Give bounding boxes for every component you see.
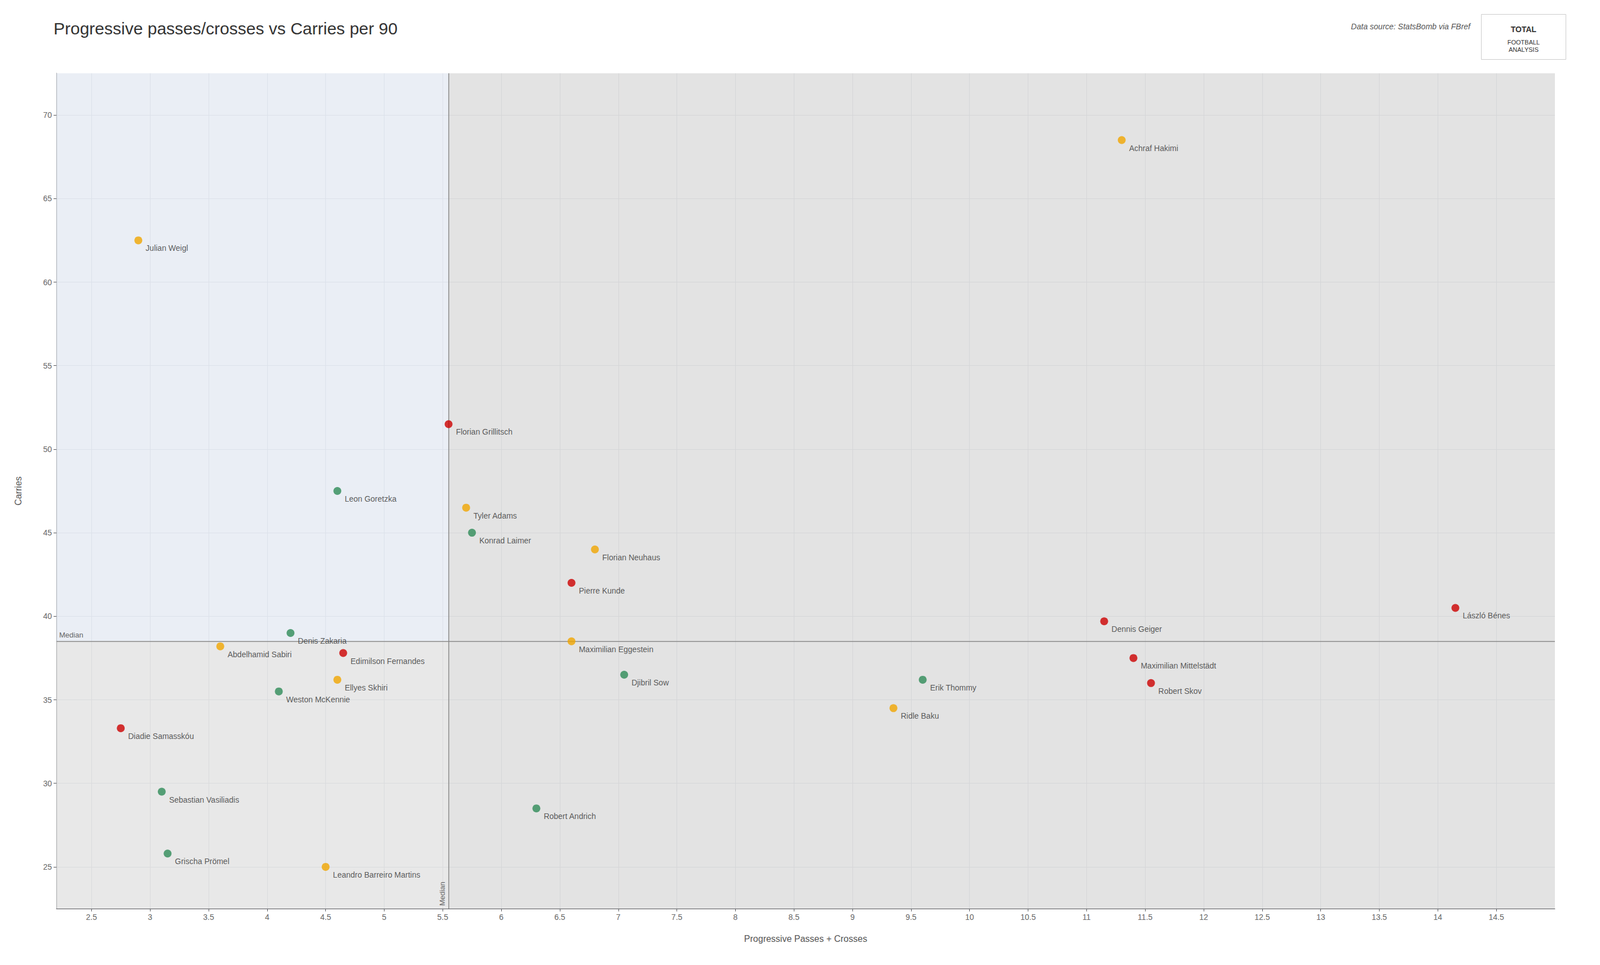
svg-text:Florian Grillitsch: Florian Grillitsch (456, 427, 513, 437)
svg-text:10.5: 10.5 (1020, 912, 1036, 922)
svg-text:70: 70 (42, 110, 52, 120)
svg-text:14.5: 14.5 (1488, 912, 1505, 922)
svg-text:Diadie Samasskóu: Diadie Samasskóu (127, 731, 194, 741)
svg-text:ANALYSIS: ANALYSIS (1508, 46, 1539, 53)
svg-text:Tyler Adams: Tyler Adams (473, 511, 517, 521)
svg-text:Sebastian Vasiliadis: Sebastian Vasiliadis (169, 795, 240, 805)
svg-text:8.5: 8.5 (788, 912, 800, 922)
svg-text:8: 8 (733, 912, 738, 922)
svg-text:10: 10 (965, 912, 975, 922)
svg-text:Maximilian Eggestein: Maximilian Eggestein (578, 644, 654, 654)
svg-text:TOTAL: TOTAL (1510, 24, 1537, 34)
svg-text:Ridle Baku: Ridle Baku (900, 711, 940, 721)
svg-text:2.5: 2.5 (86, 912, 98, 922)
svg-text:9.5: 9.5 (905, 912, 917, 922)
svg-text:60: 60 (42, 277, 52, 287)
svg-text:45: 45 (42, 528, 52, 538)
svg-text:11.5: 11.5 (1137, 912, 1153, 922)
svg-text:Dennis Geiger: Dennis Geiger (1111, 624, 1163, 634)
svg-text:25: 25 (42, 862, 52, 872)
svg-text:Djibril Sow: Djibril Sow (631, 678, 670, 688)
svg-text:Leandro Barreiro Martins: Leandro Barreiro Martins (333, 870, 421, 880)
svg-text:4: 4 (264, 912, 270, 922)
svg-text:30: 30 (42, 779, 52, 789)
svg-text:35: 35 (42, 695, 52, 705)
svg-text:13.5: 13.5 (1371, 912, 1387, 922)
svg-text:9: 9 (850, 912, 855, 922)
svg-text:7: 7 (616, 912, 621, 922)
svg-text:Weston McKennie: Weston McKennie (286, 695, 351, 705)
svg-text:Florian Neuhaus: Florian Neuhaus (602, 553, 661, 563)
svg-text:Leon Goretzka: Leon Goretzka (344, 494, 397, 504)
svg-text:László Bénes: László Bénes (1462, 611, 1510, 621)
svg-text:40: 40 (42, 611, 52, 621)
svg-text:Ellyes Skhiri: Ellyes Skhiri (344, 683, 388, 693)
svg-text:65: 65 (42, 193, 52, 203)
svg-text:12.5: 12.5 (1254, 912, 1270, 922)
svg-text:4.5: 4.5 (320, 912, 332, 922)
svg-text:Maximilian Mittelstädt: Maximilian Mittelstädt (1140, 661, 1217, 671)
svg-text:13: 13 (1316, 912, 1326, 922)
svg-text:Konrad Laimer: Konrad Laimer (479, 536, 532, 546)
svg-text:Progressive passes/crosses vs: Progressive passes/crosses vs Carries pe… (53, 19, 398, 38)
svg-text:Robert Skov: Robert Skov (1158, 686, 1202, 696)
svg-text:Grischa Prömel: Grischa Prömel (174, 856, 229, 866)
svg-text:FOOTBALL: FOOTBALL (1507, 38, 1540, 46)
svg-text:7.5: 7.5 (671, 912, 683, 922)
svg-text:Erik Thommy: Erik Thommy (930, 683, 977, 693)
svg-text:Achraf Hakimi: Achraf Hakimi (1129, 143, 1179, 153)
svg-text:55: 55 (42, 361, 52, 371)
svg-text:14: 14 (1433, 912, 1443, 922)
svg-text:Abdelhamid Sabiri: Abdelhamid Sabiri (227, 650, 293, 660)
svg-text:12: 12 (1199, 912, 1209, 922)
svg-text:Edimilson Fernandes: Edimilson Fernandes (350, 656, 426, 666)
svg-text:50: 50 (42, 444, 52, 454)
svg-text:Median: Median (59, 630, 84, 640)
svg-text:3.5: 3.5 (202, 912, 215, 922)
svg-text:Julian Weigl: Julian Weigl (145, 243, 188, 253)
svg-text:Median: Median (438, 881, 447, 906)
svg-text:Data source: StatsBomb via FBr: Data source: StatsBomb via FBref (1350, 21, 1472, 32)
svg-text:11: 11 (1082, 912, 1091, 922)
svg-text:6: 6 (498, 912, 504, 922)
svg-text:3: 3 (147, 912, 153, 922)
svg-text:6.5: 6.5 (554, 912, 566, 922)
svg-text:Pierre Kunde: Pierre Kunde (578, 586, 626, 596)
svg-text:Carries: Carries (13, 476, 24, 506)
svg-text:5: 5 (382, 912, 387, 922)
svg-text:5.5: 5.5 (437, 912, 449, 922)
svg-text:Robert Andrich: Robert Andrich (543, 811, 596, 821)
svg-text:Denis Zakaria: Denis Zakaria (297, 636, 347, 646)
svg-text:Progressive Passes + Crosses: Progressive Passes + Crosses (744, 934, 868, 944)
